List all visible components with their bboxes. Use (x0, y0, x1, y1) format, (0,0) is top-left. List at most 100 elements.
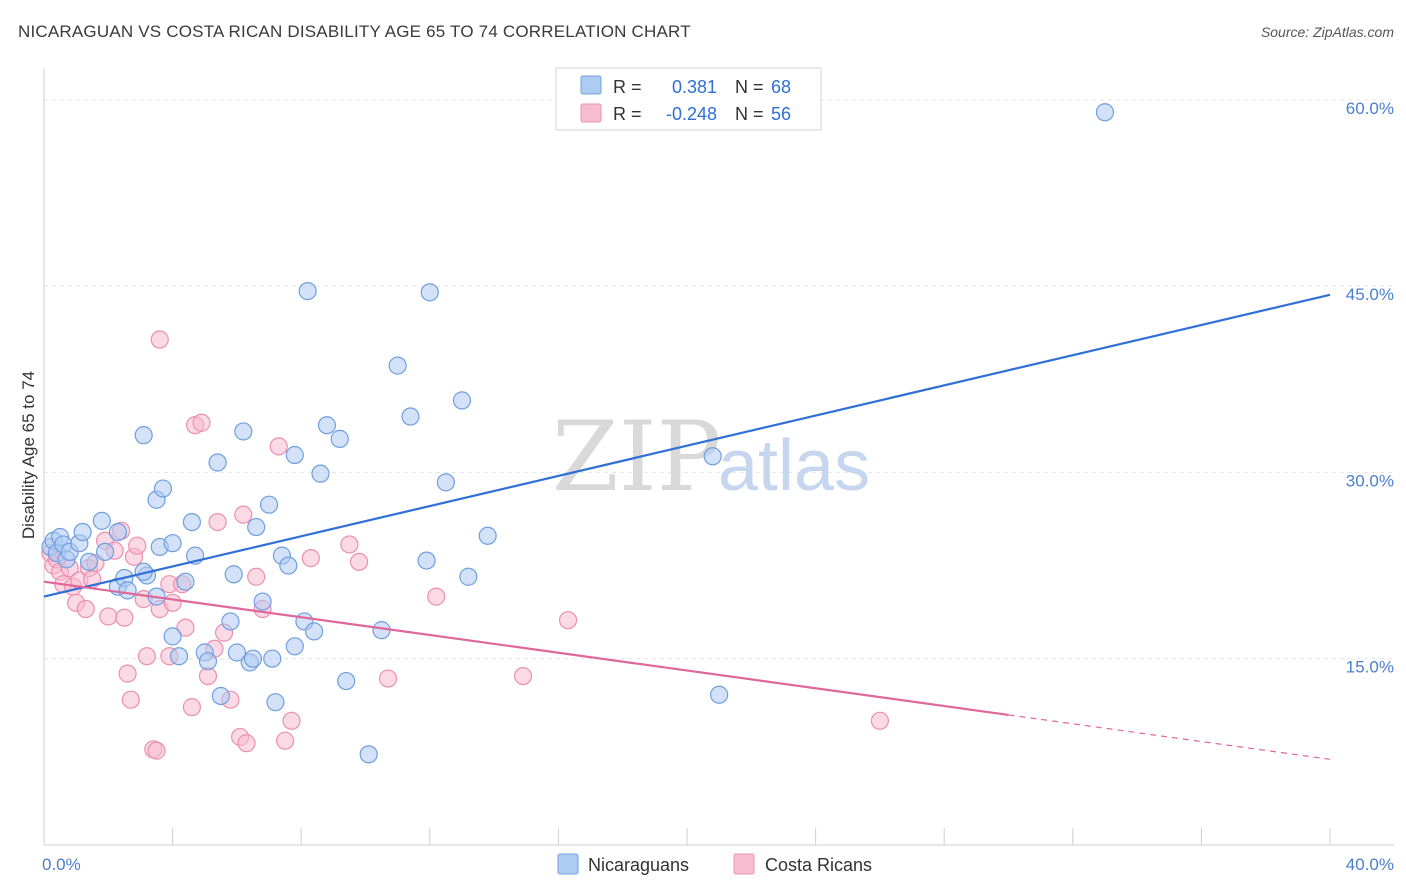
costa-ricans-point-55 (558, 611, 578, 630)
nicaraguans-point-50 (304, 622, 324, 641)
bottom-legend-swatch-nicaraguans (557, 853, 579, 875)
y-tick-label-3: 60.0% (1346, 99, 1394, 118)
costa-ricans-point-52 (378, 669, 398, 688)
nicaraguans-point-62 (452, 391, 472, 410)
nicaraguans-point-42 (263, 649, 282, 668)
costa-ricans-point-42 (234, 505, 253, 524)
nicaraguans-point-55 (359, 745, 378, 764)
legend-swatch-pink (580, 103, 602, 123)
nicaraguans-point-27 (182, 512, 201, 532)
nicaraguans-point-25 (163, 534, 182, 553)
x-tick-label-0: 0.0% (42, 855, 81, 874)
nicaraguans-point-24 (169, 647, 189, 666)
y-axis-label: Disability Age 65 to 74 (19, 371, 38, 539)
legend-r-label-1: R = (613, 77, 642, 97)
nicaraguans-point-30 (198, 652, 218, 671)
nicaraguans-point-51 (311, 464, 330, 483)
costa-ricans-point-17 (115, 608, 134, 627)
nicaraguans-point-26 (176, 572, 195, 591)
legend-r-value-1: 0.381 (672, 77, 717, 97)
costa-ricans-point-32 (176, 618, 195, 637)
costa-ricans-point-14 (99, 607, 118, 626)
nicaraguans-point-66 (710, 685, 729, 704)
costa-ricans-point-53 (427, 587, 446, 606)
nicaraguans-point-15 (118, 581, 137, 600)
costa-ricans-point-23 (137, 647, 156, 666)
nicaraguans-point-57 (388, 356, 407, 375)
legend-swatch-blue (580, 75, 602, 95)
nicaraguans-point-21 (134, 426, 153, 445)
nicaraguans-point-23 (163, 627, 182, 646)
legend-n-label-1: N = (735, 77, 764, 97)
legend-r-label-2: R = (613, 104, 642, 124)
costa-ricans-point-9 (76, 599, 95, 619)
y-tick-label-2: 45.0% (1346, 285, 1394, 304)
nicaraguans-point-41 (259, 495, 279, 514)
y-tick-label-0: 15.0% (1346, 658, 1394, 677)
nicaraguans-point-53 (330, 429, 349, 448)
nicaraguans-point-63 (459, 567, 478, 586)
nicaraguans-point-35 (227, 643, 246, 662)
bottom-legend-nicaraguans: Nicaraguans (588, 855, 689, 875)
costa-ricans-point-25 (147, 741, 166, 760)
costa-ricans-point-21 (128, 536, 147, 555)
nicaraguans-point-9 (79, 552, 99, 571)
costa-ricans-point-43 (237, 734, 256, 753)
nicaraguans-point-54 (337, 671, 356, 691)
nicaraguans-point-47 (285, 445, 304, 465)
source-credit: Source: ZipAtlas.com (1260, 24, 1394, 40)
nicaraguans-point-60 (420, 283, 439, 302)
nicaraguans-point-46 (285, 637, 304, 656)
nicaraguans-point-67 (1095, 103, 1115, 122)
x-tick-label-1: 40.0% (1346, 855, 1394, 874)
chart-title: NICARAGUAN VS COSTA RICAN DISABILITY AGE… (18, 22, 691, 41)
nicaraguans-point-32 (211, 686, 230, 706)
legend-n-value-1: 68 (771, 77, 791, 97)
nicaraguans-point-61 (436, 473, 455, 492)
legend-n-value-2: 56 (771, 104, 791, 124)
bottom-legend-costa-ricans: Costa Ricans (765, 855, 872, 875)
nicaraguans-point-19 (153, 479, 173, 498)
costa-ricans-point-33 (182, 698, 201, 717)
nicaraguans-point-40 (253, 592, 272, 611)
nicaraguans-point-12 (108, 522, 128, 542)
nicaraguans-point-31 (208, 453, 227, 472)
costa-ricans-point-44 (247, 567, 266, 586)
nicaraguans-point-11 (95, 542, 115, 562)
nicaraguans-point-49 (298, 281, 317, 301)
trend-lines (43, 293, 1331, 760)
bottom-legend-swatch-costa-ricans (733, 853, 755, 875)
nicaraguans-point-33 (221, 612, 240, 631)
nicaraguans-point-36 (234, 422, 253, 441)
axes (43, 68, 1394, 846)
costa-ricans-point-35 (192, 413, 211, 432)
nicaraguans-point-34 (224, 565, 243, 584)
costa-ricans-point-30 (163, 593, 182, 612)
nicaraguans-trend-line (43, 293, 1331, 598)
costa-ricans-trend-line (43, 580, 1009, 716)
correlation-legend: R = 0.381 N = 68 R = -0.248 N = 56 (555, 67, 822, 131)
costa-ricans-point-49 (301, 549, 320, 568)
costa-ricans-point-48 (282, 711, 301, 730)
costa-ricans-point-18 (118, 664, 137, 683)
costa-ricans-point-46 (269, 437, 288, 456)
series-legend: Nicaraguans Costa Ricans (557, 853, 872, 875)
y-tick-label-1: 30.0% (1346, 471, 1394, 490)
legend-n-label-2: N = (735, 104, 764, 124)
nicaraguans-point-64 (478, 526, 497, 545)
nicaraguans-point-38 (243, 649, 263, 668)
costa-ricans-point-47 (276, 731, 295, 750)
costa-ricans-point-54 (513, 666, 533, 686)
costa-ricans-trend-line-extension (1008, 714, 1331, 760)
watermark-atlas: atlas (718, 426, 870, 506)
nicaraguans-point-39 (247, 517, 266, 537)
gridlines (44, 99, 1394, 660)
nicaraguans-point-52 (317, 416, 337, 435)
nicaraguans-point-8 (73, 522, 92, 542)
costa-ricans-point-51 (349, 552, 369, 571)
tick-labels: 15.0% 30.0% 45.0% 60.0% 0.0% 40.0% (42, 99, 1394, 874)
nicaraguans-point-45 (279, 556, 298, 575)
nicaraguans-point-10 (92, 511, 111, 530)
nicaraguans-point-59 (417, 551, 436, 570)
